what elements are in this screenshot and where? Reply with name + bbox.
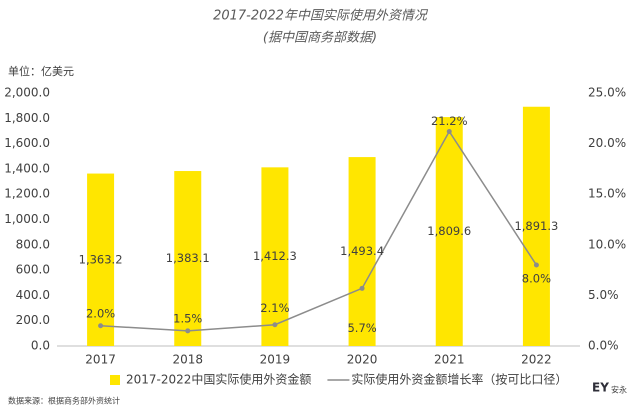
bar-value-label: 1,891.3	[514, 219, 558, 233]
y2-tick-label: 15.0%	[588, 187, 626, 201]
bar	[261, 167, 289, 346]
logo-sub: 安永	[611, 385, 627, 395]
y-tick-label: 400.0	[16, 288, 50, 302]
y2-tick-label: 10.0%	[588, 237, 626, 251]
line-point	[272, 322, 278, 328]
y-tick-label: 1,600.0	[4, 136, 50, 150]
bar	[174, 171, 202, 346]
y2-tick-label: 0.0%	[588, 339, 619, 353]
legend-swatch	[110, 375, 120, 385]
line-value-label: 21.2%	[431, 114, 468, 128]
y2-tick-label: 5.0%	[588, 288, 619, 302]
x-tick-label: 2022	[521, 353, 552, 367]
x-tick-label: 2017	[85, 353, 116, 367]
line-value-label: 2.1%	[260, 301, 289, 315]
bar-value-label: 1,383.1	[166, 251, 210, 265]
line	[100, 130, 538, 332]
line-value-label: 2.0%	[86, 306, 115, 320]
line-point	[446, 128, 452, 134]
x-tick-label: 2021	[434, 353, 465, 367]
legend-label: 2017-2022中国实际使用外资金额	[126, 372, 311, 387]
chart-title: 2017-2022年中国实际使用外资情况	[213, 8, 429, 24]
bar	[348, 157, 376, 346]
x-tick-label: 2020	[347, 353, 378, 367]
bar-value-label: 1,412.3	[253, 249, 297, 263]
bar	[87, 173, 115, 346]
y2-tick-label: 20.0%	[588, 136, 626, 150]
bar-value-label: 1,493.4	[340, 244, 384, 258]
y-tick-label: 800.0	[16, 237, 50, 251]
line-value-label: 1.5%	[173, 311, 202, 325]
y-axis-label: 单位：亿美元	[8, 64, 74, 78]
bar-value-label: 1,363.2	[79, 252, 123, 266]
line-point	[359, 285, 365, 291]
y-tick-label: 1,800.0	[4, 111, 50, 125]
y-tick-label: 1,000.0	[4, 212, 50, 226]
chart-subtitle: (据中国商务部数据)	[263, 31, 377, 46]
y-tick-label: 1,400.0	[4, 161, 50, 175]
legend-label: 实际使用外资金额增长率（按可比口径）	[351, 372, 567, 387]
y-tick-label: 1,200.0	[4, 187, 50, 201]
bar	[435, 117, 463, 346]
y-tick-label: 600.0	[16, 263, 50, 277]
y2-tick-label: 25.0%	[588, 86, 626, 100]
bar	[522, 106, 550, 346]
line-point	[185, 328, 191, 334]
source: 数据来源：根据商务部外资统计	[8, 396, 120, 406]
x-tick-label: 2018	[172, 353, 203, 367]
line-value-label: 8.0%	[522, 272, 551, 286]
bar-value-label: 1,809.6	[427, 224, 471, 238]
y-tick-label: 2,000.0	[4, 86, 50, 100]
x-tick-label: 2019	[260, 353, 291, 367]
logo: EY	[592, 381, 609, 395]
line-point	[98, 323, 104, 329]
y-tick-label: 200.0	[16, 313, 50, 327]
y-tick-label: 0.0	[31, 339, 50, 353]
line-value-label: 5.7%	[347, 321, 376, 335]
line-point	[533, 262, 539, 268]
